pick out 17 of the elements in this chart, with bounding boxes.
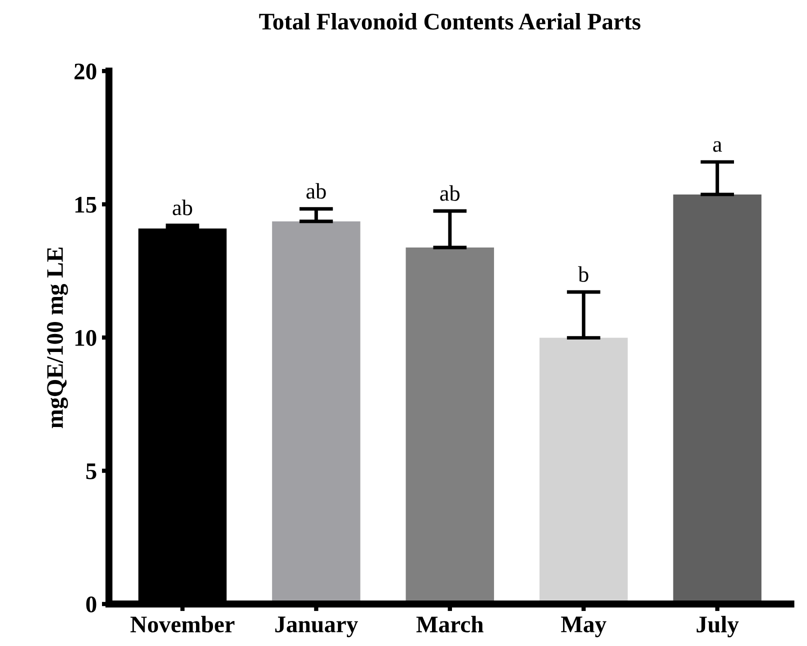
annotation: a <box>713 141 722 152</box>
x-tick-label: January <box>275 616 358 638</box>
y-tick-label: 5 <box>86 464 96 480</box>
x-tick-label: March <box>416 616 484 632</box>
y-tick-label: 10 <box>75 330 96 346</box>
annotation: b <box>578 266 588 282</box>
chart-title: Total Flavonoid Contents Aerial Parts <box>259 13 640 30</box>
annotation: ab <box>172 200 192 216</box>
x-tick-label: November <box>130 616 234 632</box>
y-tick-label: 20 <box>74 64 96 80</box>
x-tick-label: July <box>696 616 739 638</box>
y-tick-label: 15 <box>75 196 96 213</box>
y-axis-title: mgQE/100 mg LE <box>47 248 68 428</box>
y-tick-label: 0 <box>86 596 96 612</box>
x-tick-label: May <box>561 616 606 638</box>
annotation: ab <box>306 183 326 199</box>
annotation: ab <box>440 185 460 201</box>
